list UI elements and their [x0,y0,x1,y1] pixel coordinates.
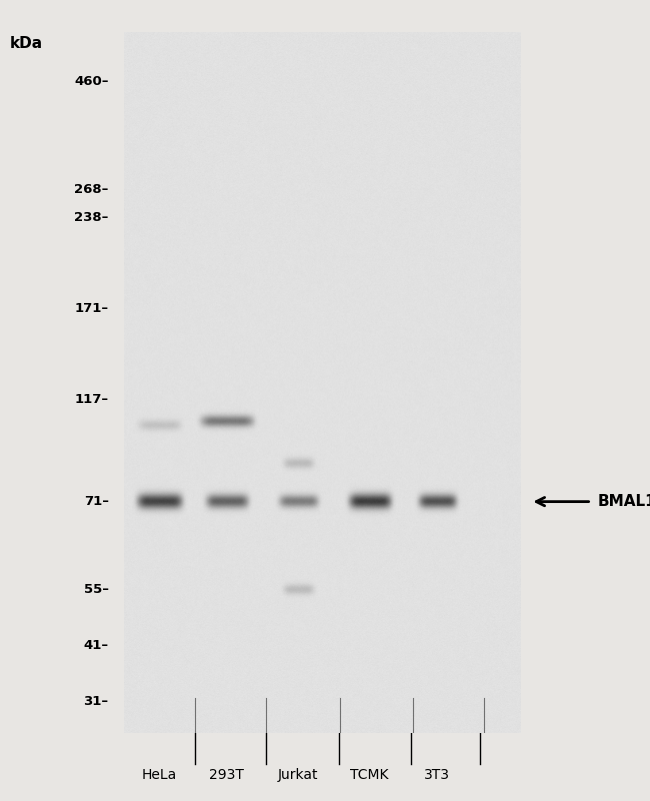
Text: 41–: 41– [84,639,109,652]
Text: kDa: kDa [10,35,43,50]
Text: TCMK: TCMK [350,768,389,783]
Text: 268–: 268– [74,183,109,196]
Text: 238–: 238– [74,211,109,224]
Text: 71–: 71– [84,495,109,508]
Text: BMAL1: BMAL1 [598,494,650,509]
Text: 460–: 460– [74,74,109,87]
Text: 31–: 31– [84,695,109,708]
Text: Jurkat: Jurkat [278,768,318,783]
Text: 3T3: 3T3 [424,768,450,783]
Text: 171–: 171– [75,303,109,316]
Text: 117–: 117– [75,393,109,406]
Text: HeLa: HeLa [142,768,177,783]
Text: 293T: 293T [209,768,244,783]
Text: 55–: 55– [84,583,109,596]
